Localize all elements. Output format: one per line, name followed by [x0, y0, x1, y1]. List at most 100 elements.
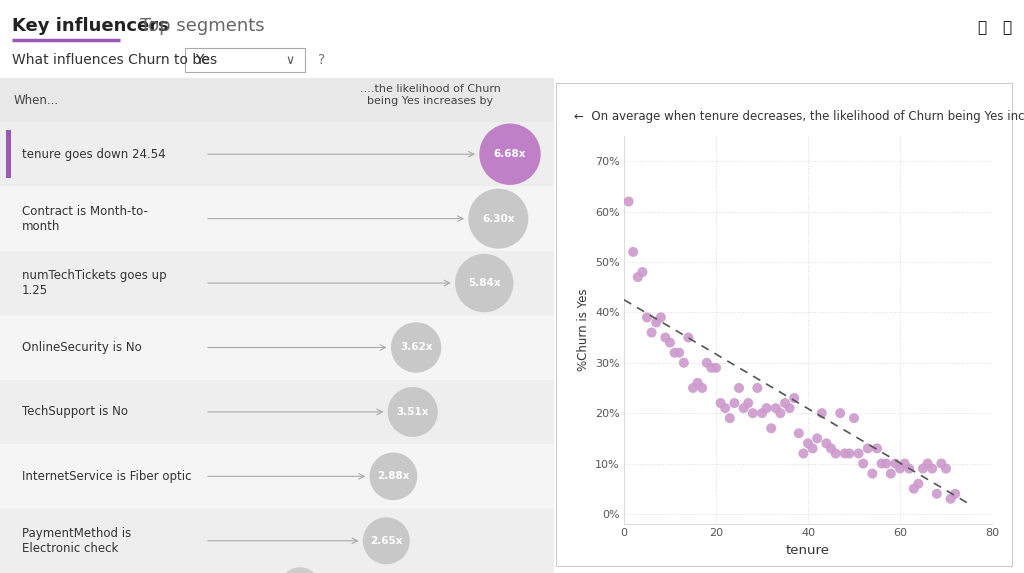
- Text: When...: When...: [14, 93, 59, 107]
- Point: [643, 328, 659, 337]
- Circle shape: [388, 387, 437, 436]
- Point: [671, 348, 687, 357]
- Point: [754, 409, 770, 418]
- FancyBboxPatch shape: [0, 380, 554, 444]
- Point: [837, 449, 853, 458]
- Point: [905, 484, 922, 493]
- Text: 2.65x: 2.65x: [370, 536, 402, 546]
- FancyBboxPatch shape: [0, 186, 554, 251]
- Point: [735, 403, 752, 413]
- Text: 6.30x: 6.30x: [482, 214, 515, 223]
- Point: [759, 403, 775, 413]
- Text: 5.84x: 5.84x: [468, 278, 501, 288]
- Point: [827, 449, 844, 458]
- Point: [896, 459, 912, 468]
- Circle shape: [364, 518, 409, 564]
- Point: [814, 409, 830, 418]
- Point: [731, 383, 748, 393]
- Point: [667, 348, 683, 357]
- Point: [625, 248, 641, 257]
- Point: [796, 449, 812, 458]
- Text: 👎: 👎: [1002, 21, 1012, 36]
- Point: [652, 313, 669, 322]
- Point: [924, 464, 940, 473]
- Point: [740, 398, 757, 407]
- Point: [910, 479, 927, 488]
- Point: [846, 414, 862, 423]
- Point: [933, 459, 949, 468]
- Point: [685, 383, 701, 393]
- Point: [722, 414, 738, 423]
- Point: [914, 464, 931, 473]
- Point: [818, 439, 835, 448]
- Text: What influences Churn to be: What influences Churn to be: [12, 53, 210, 67]
- FancyBboxPatch shape: [6, 130, 11, 178]
- Point: [833, 409, 849, 418]
- Point: [883, 469, 899, 478]
- Point: [873, 459, 890, 468]
- Point: [892, 464, 908, 473]
- Point: [800, 439, 816, 448]
- Text: ....the likelihood of Churn
being Yes increases by: ....the likelihood of Churn being Yes in…: [359, 84, 501, 106]
- Text: 2.88x: 2.88x: [377, 472, 410, 481]
- Circle shape: [480, 124, 540, 184]
- Point: [657, 333, 674, 342]
- Text: ∨: ∨: [285, 53, 294, 66]
- Point: [630, 273, 646, 282]
- Point: [689, 378, 706, 387]
- Point: [887, 459, 903, 468]
- Point: [947, 489, 964, 499]
- FancyBboxPatch shape: [0, 509, 554, 573]
- Point: [639, 313, 655, 322]
- Circle shape: [456, 254, 513, 312]
- Point: [694, 383, 711, 393]
- X-axis label: tenure: tenure: [786, 544, 830, 557]
- Point: [781, 403, 798, 413]
- Text: InternetService is Fiber optic: InternetService is Fiber optic: [22, 470, 191, 483]
- Text: 3.51x: 3.51x: [396, 407, 429, 417]
- Point: [768, 403, 784, 413]
- FancyBboxPatch shape: [185, 48, 305, 72]
- Point: [744, 409, 761, 418]
- Text: numTechTickets goes up
1.25: numTechTickets goes up 1.25: [22, 269, 167, 297]
- Point: [708, 363, 724, 372]
- Point: [868, 444, 885, 453]
- Point: [662, 338, 678, 347]
- Text: TechSupport is No: TechSupport is No: [22, 406, 128, 418]
- Point: [698, 358, 715, 367]
- Point: [621, 197, 637, 206]
- Point: [791, 429, 807, 438]
- Point: [929, 489, 945, 499]
- Text: ←  On average when tenure decreases, the likelihood of Churn being Yes increases: ← On average when tenure decreases, the …: [574, 109, 1024, 123]
- Point: [717, 403, 733, 413]
- Text: ?: ?: [318, 53, 326, 67]
- Text: Top segments: Top segments: [140, 17, 264, 35]
- Text: 👍: 👍: [978, 21, 986, 36]
- Text: Key influencers: Key influencers: [12, 17, 169, 35]
- Circle shape: [371, 453, 417, 500]
- Circle shape: [391, 323, 440, 372]
- Point: [703, 363, 720, 372]
- FancyBboxPatch shape: [0, 315, 554, 380]
- Point: [805, 444, 821, 453]
- Point: [648, 318, 665, 327]
- FancyBboxPatch shape: [0, 251, 554, 315]
- Point: [680, 333, 696, 342]
- Text: 6.68x: 6.68x: [494, 149, 526, 159]
- Point: [901, 464, 918, 473]
- Point: [864, 469, 881, 478]
- Point: [634, 268, 650, 277]
- Text: Contract is Month-to-
month: Contract is Month-to- month: [22, 205, 147, 233]
- Text: OnlineSecurity is No: OnlineSecurity is No: [22, 341, 141, 354]
- Point: [763, 423, 779, 433]
- Point: [823, 444, 840, 453]
- Y-axis label: %Churn is Yes: %Churn is Yes: [577, 289, 590, 371]
- Point: [777, 398, 794, 407]
- FancyBboxPatch shape: [0, 78, 554, 122]
- Point: [750, 383, 766, 393]
- Point: [920, 459, 936, 468]
- Point: [841, 449, 857, 458]
- Point: [855, 459, 871, 468]
- Point: [726, 398, 742, 407]
- Point: [809, 434, 825, 443]
